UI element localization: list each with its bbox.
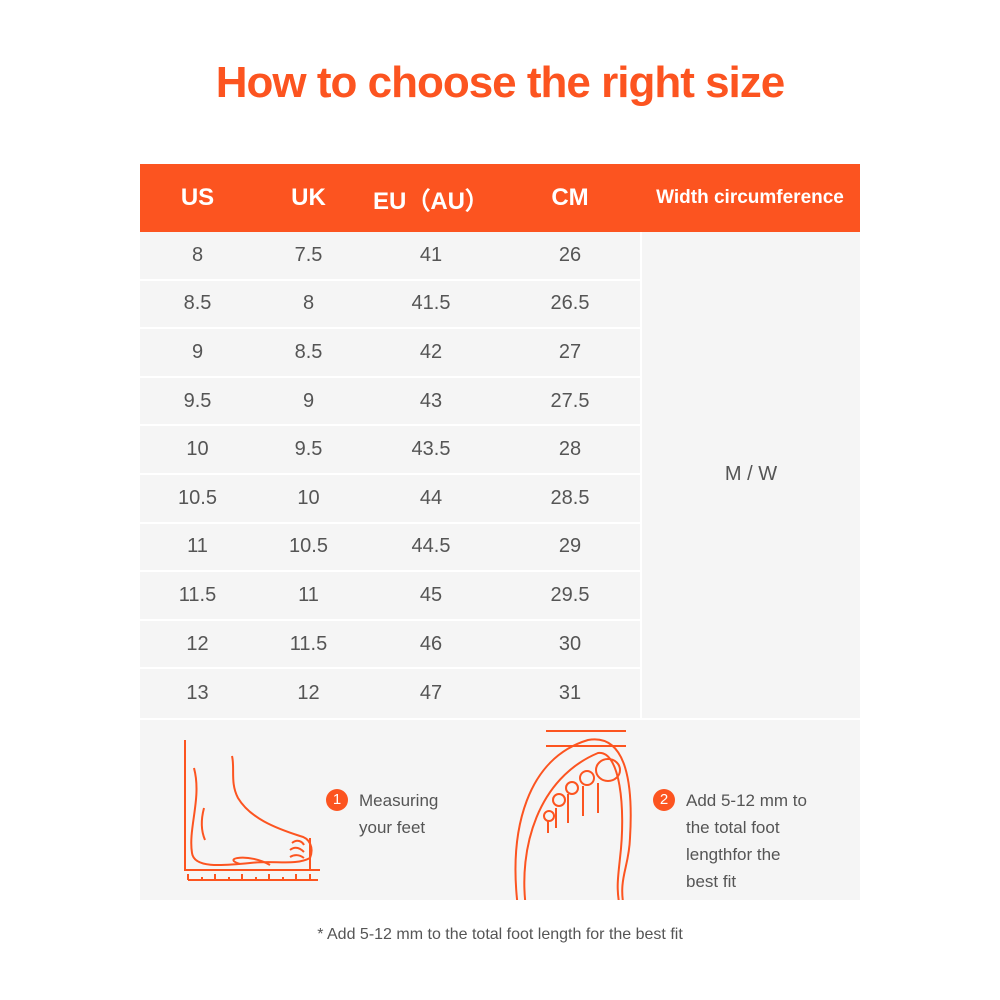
table-row: 10.5 10 44 28.5 xyxy=(140,475,640,524)
cell-cm: 27.5 xyxy=(550,389,590,412)
step-text: Add 5-12 mm to the total foot lengthfor … xyxy=(686,791,807,891)
cell-cm: 28.5 xyxy=(550,486,590,509)
cell-us: 10 xyxy=(186,438,209,461)
side-foot-illustration xyxy=(184,740,320,881)
table-row: 8 7.5 41 26 xyxy=(140,232,640,281)
cell-uk: 11 xyxy=(298,583,319,606)
table-row: 8.5 8 41.5 26.5 xyxy=(140,281,640,330)
cell-us: 12 xyxy=(186,632,209,655)
width-value: M / W xyxy=(640,232,860,718)
cell-eu: 46 xyxy=(419,632,443,655)
cell-eu: 43.5 xyxy=(411,438,451,461)
footnote: * Add 5-12 mm to the total foot length f… xyxy=(317,926,683,943)
cell-cm: 26 xyxy=(558,243,582,266)
cell-us: 9 xyxy=(191,340,204,363)
step-2: 2 Add 5-12 mm to the total foot lengthfo… xyxy=(653,787,816,895)
header-uk: UK xyxy=(291,184,326,211)
cell-us: 8 xyxy=(191,243,204,266)
header-eu: EU（AU） xyxy=(372,187,489,215)
cell-cm: 31 xyxy=(558,682,582,705)
table-row: 10 9.5 43.5 28 xyxy=(140,426,640,475)
cell-cm: 29.5 xyxy=(550,583,590,606)
measure-panel: 1 Measuring your feet 2 Add 5-12 mm to t… xyxy=(140,718,860,900)
table-row: 13 12 47 31 xyxy=(140,669,640,718)
cell-us: 8.5 xyxy=(183,292,212,315)
step-number: 1 xyxy=(326,789,348,811)
cell-uk: 10 xyxy=(297,486,320,509)
cell-uk: 8.5 xyxy=(294,340,323,363)
cell-eu: 44.5 xyxy=(411,535,451,558)
cell-uk: 8 xyxy=(302,292,315,315)
cell-eu: 47 xyxy=(419,682,443,705)
table-row: 12 11.5 46 30 xyxy=(140,621,640,670)
cell-cm: 30 xyxy=(558,632,582,655)
cell-us: 11.5 xyxy=(178,583,217,606)
cell-eu: 43 xyxy=(419,389,443,412)
cell-us: 9.5 xyxy=(183,389,212,412)
header-width: Width circumference xyxy=(656,187,844,208)
cell-cm: 26.5 xyxy=(550,292,590,315)
cell-uk: 7.5 xyxy=(294,243,323,266)
cell-uk: 9 xyxy=(302,389,315,412)
size-table: US UK EU（AU） CM Width circumference 8 7.5… xyxy=(140,164,860,718)
cell-us: 13 xyxy=(186,682,209,705)
cell-eu: 42 xyxy=(419,340,443,363)
cell-eu: 41.5 xyxy=(411,292,451,315)
table-row: 9.5 9 43 27.5 xyxy=(140,378,640,427)
cell-uk: 11.5 xyxy=(289,632,328,655)
page-title: How to choose the right size xyxy=(215,58,786,107)
cell-us: 10.5 xyxy=(178,486,217,509)
cell-us: 11 xyxy=(187,535,208,558)
cell-uk: 12 xyxy=(297,682,320,705)
cell-eu: 45 xyxy=(419,583,443,606)
top-foot-illustration xyxy=(514,730,632,900)
table-row: 9 8.5 42 27 xyxy=(140,329,640,378)
cell-eu: 41 xyxy=(419,243,443,266)
cell-cm: 29 xyxy=(558,535,582,558)
step-1: 1 Measuring your feet xyxy=(326,787,449,841)
table-body: 8 7.5 41 26 8.5 8 41.5 26.5 9 8.5 42 27 9.5 9 43 27.5 10… xyxy=(140,232,640,718)
cell-cm: 27 xyxy=(558,340,582,363)
cell-uk: 10.5 xyxy=(289,535,328,558)
cell-eu: 44 xyxy=(419,486,443,509)
header-cm: CM xyxy=(551,184,589,211)
step-number: 2 xyxy=(653,789,675,811)
step-text: Measuring your feet xyxy=(359,791,439,837)
cell-cm: 28 xyxy=(558,438,582,461)
header-us: US xyxy=(180,184,215,211)
table-row: 11.5 11 45 29.5 xyxy=(140,572,640,621)
cell-uk: 9.5 xyxy=(294,438,323,461)
table-row: 11 10.5 44.5 29 xyxy=(140,524,640,573)
table-header: US UK EU（AU） CM Width circumference xyxy=(140,164,860,232)
